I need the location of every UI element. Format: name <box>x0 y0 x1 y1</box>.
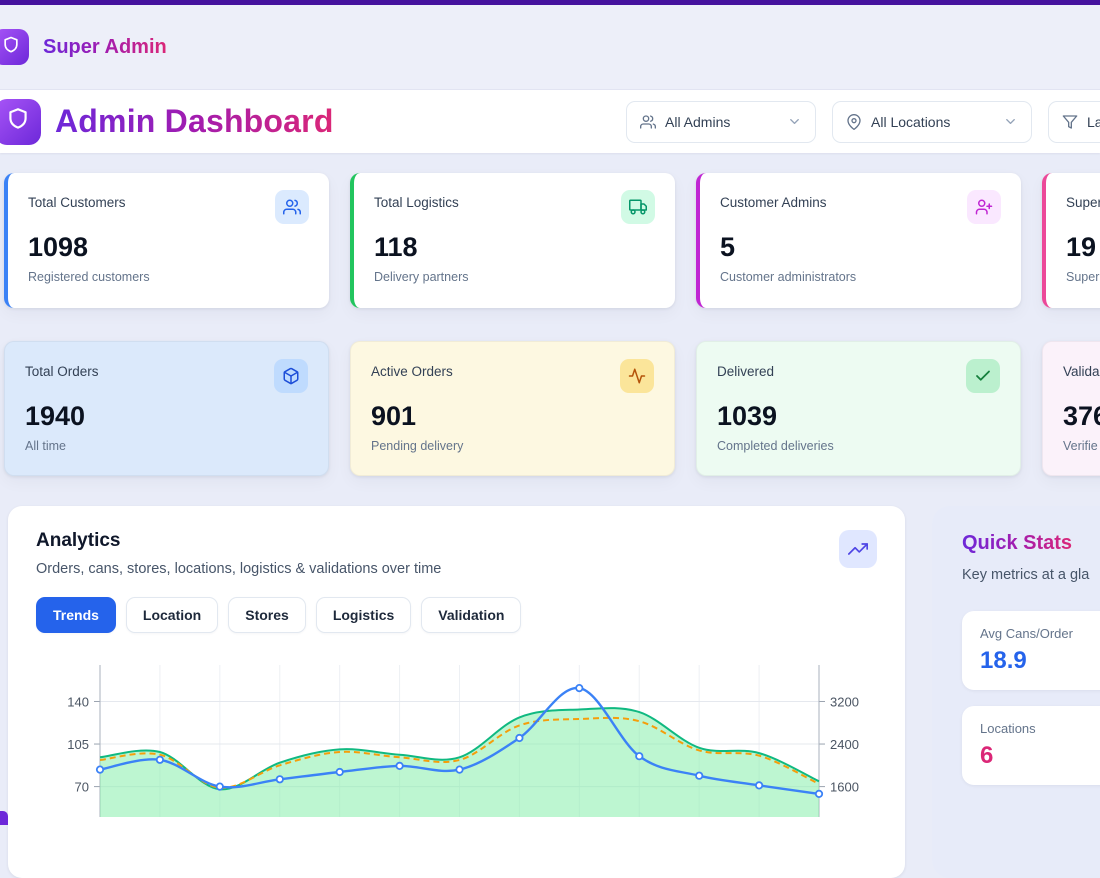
admins-filter-select[interactable]: All Admins <box>626 100 816 143</box>
stat-card-customer-admins: Customer Admins 5 Customer administrator… <box>696 173 1021 308</box>
tab-validation[interactable]: Validation <box>421 597 522 633</box>
stat-card-super-admins: Super 19 Super <box>1042 173 1100 308</box>
check-icon <box>966 359 1000 393</box>
shield-icon <box>5 106 31 137</box>
chevron-down-icon <box>1006 119 1015 124</box>
stat-cards-row-1: Total Customers 1098 Registered customer… <box>0 173 1100 308</box>
svg-text:70: 70 <box>75 780 89 795</box>
stat-cards-row-2: Total Orders 1940 All time Active Orders… <box>0 341 1100 476</box>
quick-stat-label: Avg Cans/Order <box>980 626 1073 641</box>
trending-up-icon <box>839 530 877 568</box>
map-pin-icon <box>847 113 861 130</box>
package-icon <box>274 359 308 393</box>
filter-funnel-icon <box>1062 114 1078 129</box>
quick-stats-title: Quick Stats <box>962 532 1073 554</box>
stat-card-total-orders: Total Orders 1940 All time <box>4 341 329 476</box>
card-value: 19 <box>1066 232 1097 262</box>
card-title: Active Orders <box>371 364 453 379</box>
analytics-card: Analytics Orders, cans, stores, location… <box>8 506 905 878</box>
quick-stat-value: 18.9 <box>980 647 1027 674</box>
delivery-truck-icon <box>621 190 655 224</box>
card-subtitle: Customer administrators <box>720 270 857 284</box>
top-accent-strip <box>0 0 1100 5</box>
topbar: Super Admin <box>0 5 1100 90</box>
card-title: Delivered <box>717 364 775 379</box>
header-filters: All Admins All Locations Las <box>626 100 1100 143</box>
stat-card-active-orders: Active Orders 901 Pending delivery <box>350 341 675 476</box>
stat-card-delivered: Delivered 1039 Completed deliveries <box>696 341 1021 476</box>
analytics-tabs: Trends Location Stores Logistics Validat… <box>36 597 877 633</box>
card-title: Super <box>1066 195 1100 210</box>
quick-stat-value: 6 <box>980 742 994 769</box>
card-title: Valida <box>1063 364 1100 379</box>
stat-card-total-logistics: Total Logistics 118 Delivery partners <box>350 173 675 308</box>
card-value: 376 <box>1063 401 1100 431</box>
svg-text:2400: 2400 <box>830 737 859 752</box>
stat-card-validations: Valida 376 Verifie <box>1042 341 1100 476</box>
main-content: Total Customers 1098 Registered customer… <box>0 173 1100 878</box>
admin-user-icon <box>967 190 1001 224</box>
stat-card-total-customers: Total Customers 1098 Registered customer… <box>4 173 329 308</box>
card-value: 901 <box>371 401 417 431</box>
svg-text:105: 105 <box>67 737 89 752</box>
card-subtitle: Pending delivery <box>371 439 464 453</box>
card-subtitle: Completed deliveries <box>717 439 834 453</box>
analytics-chart: 140 3200 105 2400 70 1600 <box>36 665 877 822</box>
chevron-down-icon <box>790 119 799 124</box>
quick-stats-subtitle: Key metrics at a gla <box>962 567 1090 583</box>
tab-location[interactable]: Location <box>125 597 219 633</box>
card-subtitle: Super <box>1066 270 1100 284</box>
card-title: Total Logistics <box>374 195 459 210</box>
page-title: Admin Dashboard <box>55 103 334 139</box>
card-value: 5 <box>720 232 736 262</box>
tab-logistics[interactable]: Logistics <box>315 597 412 633</box>
activity-icon <box>620 359 654 393</box>
date-filter-value: Las <box>1087 113 1100 130</box>
date-filter-select[interactable]: Las <box>1048 100 1100 143</box>
locations-filter-value: All Locations <box>871 113 951 130</box>
card-value: 1039 <box>717 401 778 431</box>
brand-name: Super Admin <box>43 35 167 58</box>
svg-text:140: 140 <box>67 694 89 709</box>
customers-icon <box>275 190 309 224</box>
card-subtitle: Verifie <box>1063 439 1098 453</box>
brand-logo <box>0 29 29 65</box>
svg-text:3200: 3200 <box>830 694 859 709</box>
page-header: Admin Dashboard All Admins All Locations… <box>0 90 1100 153</box>
card-title: Total Customers <box>28 195 126 210</box>
quick-stat-avg-cans: Avg Cans/Order 18.9 <box>962 611 1100 690</box>
floating-button-partial[interactable] <box>0 811 8 825</box>
card-title: Customer Admins <box>720 195 827 210</box>
locations-filter-select[interactable]: All Locations <box>832 100 1032 143</box>
card-value: 1098 <box>28 232 89 262</box>
card-subtitle: Delivery partners <box>374 270 469 284</box>
admins-icon <box>640 114 656 129</box>
quick-stats-panel: Quick Stats Key metrics at a gla Avg Can… <box>932 506 1100 878</box>
quick-stat-locations: Locations 6 <box>962 706 1100 785</box>
dashboard-logo <box>0 98 41 145</box>
card-subtitle: All time <box>25 439 66 453</box>
shield-icon <box>1 35 21 60</box>
tab-stores[interactable]: Stores <box>228 597 306 633</box>
analytics-title: Analytics <box>36 530 121 551</box>
card-title: Total Orders <box>25 364 99 379</box>
card-subtitle: Registered customers <box>28 270 150 284</box>
svg-text:1600: 1600 <box>830 780 859 795</box>
card-value: 1940 <box>25 401 86 431</box>
tab-trends[interactable]: Trends <box>36 597 116 633</box>
bottom-section: Analytics Orders, cans, stores, location… <box>0 506 1100 878</box>
quick-stat-label: Locations <box>980 721 1036 736</box>
card-value: 118 <box>374 232 418 262</box>
admins-filter-value: All Admins <box>665 113 731 130</box>
analytics-subtitle: Orders, cans, stores, locations, logisti… <box>36 561 442 577</box>
